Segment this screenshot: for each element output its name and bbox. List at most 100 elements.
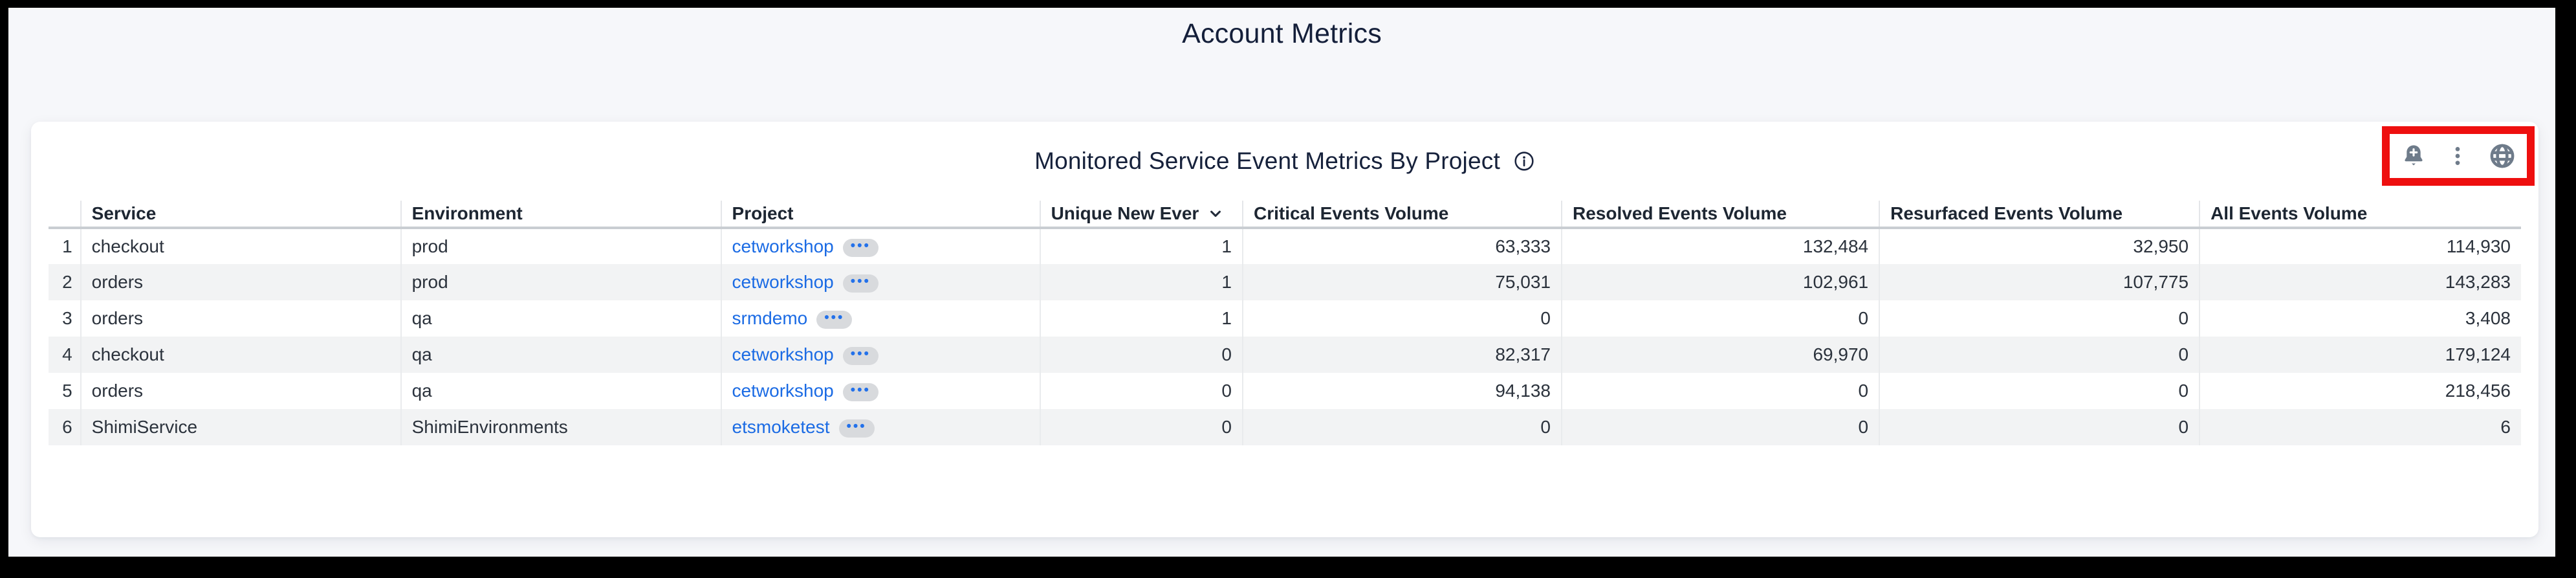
cell-critical: 82,317 [1241, 337, 1562, 373]
cell-environment: ShimiEnvironments [400, 409, 721, 445]
cell-service: ShimiService [80, 409, 401, 445]
table-row: 6 ShimiService ShimiEnvironments etsmoketes… [49, 409, 2521, 445]
project-link[interactable]: cetworkshop [732, 272, 834, 292]
page-title: Account Metrics [1182, 18, 1382, 49]
cell-resolved: 69,970 [1560, 337, 1880, 373]
project-link[interactable]: cetworkshop [732, 344, 834, 364]
cell-environment: qa [400, 300, 721, 337]
cell-row-number: 2 [62, 272, 72, 292]
cell-all: 179,124 [2199, 337, 2521, 373]
cell-unique: 0 [1039, 373, 1243, 409]
table-row: 3 orders qa srmdemo ••• 1 0 0 0 3,408 [49, 300, 2521, 337]
column-header-label: Resurfaced Events Volume [1890, 203, 2123, 223]
cell-service: checkout [80, 228, 401, 264]
cell-critical: 0 [1241, 409, 1562, 445]
column-header-label: All Events Volume [2210, 203, 2368, 223]
cell-unique: 1 [1039, 300, 1243, 337]
metrics-panel: Monitored Service Event Metrics By Proje… [31, 122, 2538, 537]
cell-project: cetworkshop ••• [720, 264, 1040, 300]
project-actions-badge[interactable]: ••• [842, 238, 879, 257]
kebab-menu-icon [2445, 143, 2471, 169]
project-actions-badge[interactable]: ••• [842, 274, 879, 293]
column-header-resurfaced[interactable]: Resurfaced Events Volume [1879, 201, 2200, 229]
sort-chevron-down-icon[interactable] [1206, 205, 1225, 223]
info-icon[interactable] [1513, 150, 1535, 172]
project-actions-badge[interactable]: ••• [816, 310, 853, 329]
column-header-project[interactable]: Project [720, 201, 1040, 229]
project-actions-badge[interactable]: ••• [842, 346, 879, 365]
cell-row-number: 4 [62, 344, 72, 364]
cell-environment: qa [400, 373, 721, 409]
cell-critical: 0 [1241, 300, 1562, 337]
cell-resurfaced: 0 [1879, 409, 2200, 445]
cell-resurfaced: 32,950 [1879, 228, 2200, 264]
globe-icon [2488, 142, 2516, 170]
cell-resolved: 0 [1560, 373, 1880, 409]
cell-resurfaced: 107,775 [1879, 264, 2200, 300]
cell-critical: 63,333 [1241, 228, 1562, 264]
cell-row-number: 5 [62, 381, 72, 401]
column-header-label: Service [91, 203, 157, 223]
panel-menu-button[interactable] [2445, 143, 2471, 169]
cell-resurfaced: 0 [1879, 373, 2200, 409]
column-header-resolved[interactable]: Resolved Events Volume [1560, 201, 1880, 229]
table-row: 2 orders prod cetworkshop ••• 1 75,031 102,961 1… [49, 264, 2521, 300]
cell-all: 218,456 [2199, 373, 2521, 409]
panel-title: Monitored Service Event Metrics By Proje… [1034, 148, 1500, 174]
column-header-label: Critical Events Volume [1253, 203, 1449, 223]
cell-row-number: 3 [62, 308, 72, 328]
column-header-environment[interactable]: Environment [400, 201, 721, 229]
cell-all: 6 [2199, 409, 2521, 445]
cell-environment: qa [400, 337, 721, 373]
cell-all: 3,408 [2199, 300, 2521, 337]
cell-service: orders [80, 300, 401, 337]
column-header-label: Resolved Events Volume [1573, 203, 1787, 223]
cell-project: srmdemo ••• [720, 300, 1040, 337]
project-link[interactable]: cetworkshop [732, 236, 834, 256]
metrics-table: Service Environment Project Unique New Ever… [49, 201, 2521, 445]
table-row: 5 orders qa cetworkshop ••• 0 94,138 0 0 218,456 [49, 373, 2521, 409]
annotation-highlight-box [2382, 126, 2535, 186]
cell-resolved: 0 [1560, 409, 1880, 445]
cell-resurfaced: 0 [1879, 337, 2200, 373]
cell-service: orders [80, 264, 401, 300]
project-link[interactable]: etsmoketest [732, 417, 830, 437]
cell-unique: 1 [1039, 228, 1243, 264]
table-row: 4 checkout qa cetworkshop ••• 0 82,317 69,970 0 1… [49, 337, 2521, 373]
cell-project: cetworkshop ••• [720, 373, 1040, 409]
column-header-row-number[interactable] [49, 201, 81, 229]
cell-resurfaced: 0 [1879, 300, 2200, 337]
add-alert-button[interactable] [2400, 142, 2427, 170]
column-header-unique[interactable]: Unique New Ever [1039, 201, 1243, 229]
panel-header: Monitored Service Event Metrics By Proje… [31, 122, 2538, 201]
column-header-label: Environment [411, 203, 523, 223]
project-link[interactable]: srmdemo [732, 308, 808, 328]
dashboard-background: Account Metrics Monitored Service Event … [8, 8, 2555, 557]
cell-row-number: 6 [62, 417, 72, 437]
cell-resolved: 102,961 [1560, 264, 1880, 300]
column-header-service[interactable]: Service [80, 201, 401, 229]
cell-environment: prod [400, 264, 721, 300]
column-header-all[interactable]: All Events Volume [2199, 201, 2521, 229]
globe-button[interactable] [2488, 142, 2516, 170]
cell-resolved: 0 [1560, 300, 1880, 337]
cell-project: cetworkshop ••• [720, 228, 1040, 264]
table-header-row: Service Environment Project Unique New Ever… [49, 201, 2521, 229]
cell-unique: 1 [1039, 264, 1243, 300]
table-row: 1 checkout prod cetworkshop ••• 1 63,333 132,48… [49, 228, 2521, 264]
bell-plus-icon [2400, 142, 2427, 170]
column-header-critical[interactable]: Critical Events Volume [1241, 201, 1562, 229]
cell-unique: 0 [1039, 409, 1243, 445]
cell-all: 143,283 [2199, 264, 2521, 300]
cell-project: cetworkshop ••• [720, 337, 1040, 373]
project-link[interactable]: cetworkshop [732, 381, 834, 401]
column-header-label: Project [732, 203, 794, 223]
cell-critical: 75,031 [1241, 264, 1562, 300]
column-header-label: Unique New Ever [1051, 203, 1199, 223]
project-actions-badge[interactable]: ••• [838, 419, 875, 438]
cell-all: 114,930 [2199, 228, 2521, 264]
cell-service: checkout [80, 337, 401, 373]
cell-resolved: 132,484 [1560, 228, 1880, 264]
cell-environment: prod [400, 228, 721, 264]
project-actions-badge[interactable]: ••• [842, 383, 879, 401]
